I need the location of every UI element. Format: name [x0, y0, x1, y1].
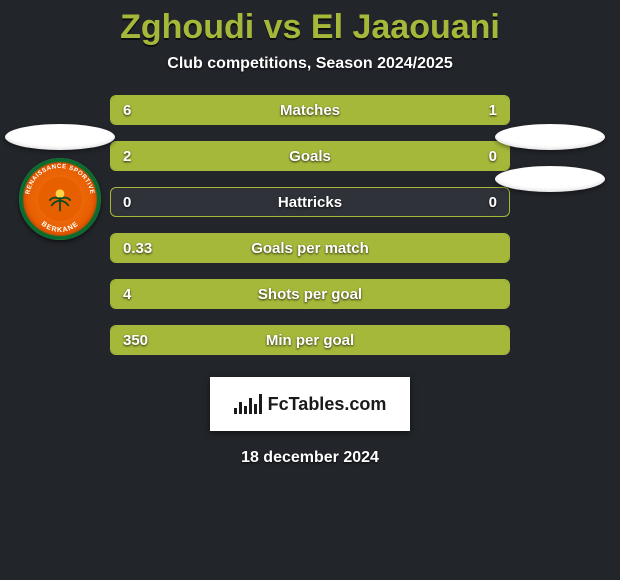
svg-text:RENAISSANCE SPORTIVE: RENAISSANCE SPORTIVE	[24, 163, 95, 195]
subtitle: Club competitions, Season 2024/2025	[167, 55, 452, 73]
svg-text:BERKANE: BERKANE	[40, 220, 80, 234]
date-line: 18 december 2024	[241, 449, 379, 467]
right-placeholder-ellipse-2	[495, 166, 605, 192]
stat-row: 61Matches	[110, 95, 510, 125]
brand-tag[interactable]: FcTables.com	[210, 377, 410, 431]
stat-label: Matches	[111, 96, 509, 124]
stat-label: Min per goal	[111, 326, 509, 354]
left-player-badges: RENAISSANCE SPORTIVE BERKANE	[6, 124, 114, 240]
stat-label: Goals	[111, 142, 509, 170]
comparison-card: Zghoudi vs El Jaaouani Club competitions…	[0, 0, 620, 580]
stat-row: 4Shots per goal	[110, 279, 510, 309]
brand-text: FcTables.com	[268, 394, 387, 415]
stat-label: Hattricks	[111, 188, 509, 216]
chart-bars-icon	[234, 394, 262, 414]
club-crest: RENAISSANCE SPORTIVE BERKANE	[19, 158, 101, 240]
right-placeholder-ellipse-1	[495, 124, 605, 150]
right-player-badges	[486, 124, 614, 192]
left-placeholder-ellipse	[5, 124, 115, 150]
stat-label: Goals per match	[111, 234, 509, 262]
stat-row: 20Goals	[110, 141, 510, 171]
stat-row: 00Hattricks	[110, 187, 510, 217]
stat-row: 350Min per goal	[110, 325, 510, 355]
page-title: Zghoudi vs El Jaaouani	[120, 8, 500, 47]
crest-ring-text: RENAISSANCE SPORTIVE BERKANE	[19, 158, 101, 240]
stats-container: 61Matches 20Goals 00Hattricks 0.33Goals per…	[110, 95, 510, 355]
stat-label: Shots per goal	[111, 280, 509, 308]
stat-row: 0.33Goals per match	[110, 233, 510, 263]
